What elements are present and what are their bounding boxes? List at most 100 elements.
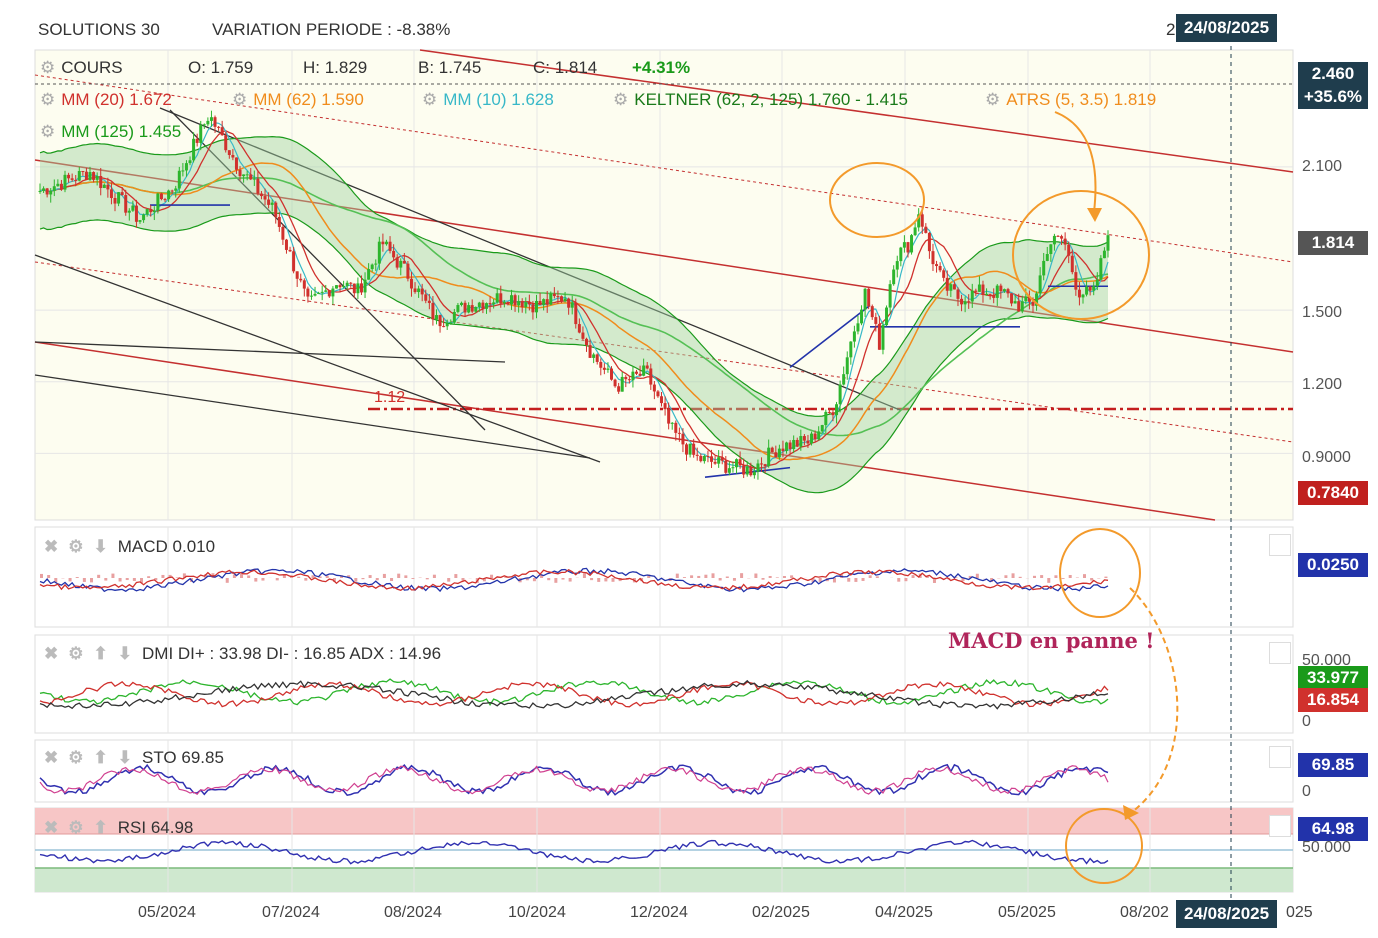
legend-mm62[interactable]: ⚙ MM (62) 1.590 bbox=[232, 90, 364, 110]
dmi-panel bbox=[34, 634, 1294, 734]
legend-cours[interactable]: ⚙ COURS bbox=[40, 58, 123, 78]
gear-icon[interactable]: ⚙ bbox=[40, 58, 56, 77]
candle-body bbox=[284, 239, 288, 250]
candle-body bbox=[317, 292, 321, 294]
candle-body bbox=[288, 249, 292, 252]
macd-histogram-bar bbox=[718, 578, 722, 581]
candle-body bbox=[563, 298, 567, 302]
arrow-down-icon[interactable]: ⬇ bbox=[93, 537, 108, 556]
rsi-line bbox=[39, 839, 1109, 865]
gear-icon[interactable]: ⚙ bbox=[985, 90, 1001, 109]
close-icon[interactable]: ✖ bbox=[44, 818, 59, 837]
macd-histogram-bar bbox=[1061, 578, 1065, 579]
macd-histogram-bar bbox=[375, 578, 379, 581]
annotation-arrow bbox=[1129, 587, 1179, 813]
crosshair-price-tag: 2.460 bbox=[1298, 62, 1368, 86]
candle-body bbox=[881, 325, 885, 350]
legend-atrs[interactable]: ⚙ ATRS (5, 3.5) 1.819 bbox=[985, 90, 1156, 110]
annotation-circle bbox=[1012, 190, 1150, 320]
candle-body bbox=[1049, 244, 1053, 255]
gear-icon[interactable]: ⚙ bbox=[232, 90, 248, 109]
macd-histogram-bar bbox=[554, 578, 558, 583]
macd-histogram-bar bbox=[561, 578, 565, 580]
sto-checkbox[interactable] bbox=[1269, 746, 1291, 768]
candle-body bbox=[481, 302, 485, 309]
macd-histogram-bar bbox=[540, 574, 544, 578]
candle-body bbox=[452, 311, 456, 323]
gear-icon[interactable]: ⚙ bbox=[68, 818, 84, 837]
arrow-up-icon[interactable]: ⬆ bbox=[93, 644, 108, 663]
macd-histogram-bar bbox=[204, 574, 208, 578]
macd-histogram-bar bbox=[397, 573, 401, 578]
candle-body bbox=[384, 241, 388, 245]
macd-histogram-bar bbox=[675, 573, 679, 578]
macd-histogram-bar bbox=[118, 578, 122, 582]
macd-histogram-bar bbox=[740, 573, 744, 578]
candle-body bbox=[1081, 294, 1085, 298]
candle-body bbox=[720, 457, 724, 461]
candle-body bbox=[613, 379, 617, 387]
macd-histogram-bar bbox=[332, 578, 336, 582]
candle-body bbox=[599, 361, 603, 368]
rsi-checkbox[interactable] bbox=[1269, 815, 1291, 837]
candle-body bbox=[724, 460, 728, 473]
gear-icon[interactable]: ⚙ bbox=[40, 90, 56, 109]
legend-keltner[interactable]: ⚙ KELTNER (62, 2, 125) 1.760 - 1.415 bbox=[613, 90, 908, 110]
arrow-down-icon[interactable]: ⬇ bbox=[117, 644, 132, 663]
legend-mm20[interactable]: ⚙ MM (20) 1.672 bbox=[40, 90, 172, 110]
candle-body bbox=[760, 463, 764, 465]
gear-icon[interactable]: ⚙ bbox=[68, 748, 84, 767]
macd-histogram-bar bbox=[461, 578, 465, 581]
candle-body bbox=[824, 411, 828, 426]
macd-checkbox[interactable] bbox=[1269, 534, 1291, 556]
close-icon[interactable]: ✖ bbox=[44, 748, 59, 767]
legend-mm10[interactable]: ⚙ MM (10) 1.628 bbox=[422, 90, 554, 110]
annotation-circle bbox=[829, 162, 925, 238]
legend-mm125-label: MM (125) bbox=[61, 122, 134, 141]
gear-icon[interactable]: ⚙ bbox=[68, 644, 84, 663]
candle-body bbox=[1024, 296, 1028, 302]
adx-line bbox=[39, 679, 1109, 710]
candle-body bbox=[131, 205, 135, 211]
close-icon[interactable]: ✖ bbox=[44, 537, 59, 556]
candle-body bbox=[431, 302, 435, 320]
candle-body bbox=[802, 436, 806, 441]
macd-histogram-bar bbox=[75, 577, 79, 578]
candle-body bbox=[674, 422, 678, 433]
symbol-name: SOLUTIONS 30 bbox=[38, 20, 160, 39]
legend-mm125[interactable]: ⚙ MM (125) 1.455 bbox=[40, 122, 181, 142]
gear-icon[interactable]: ⚙ bbox=[613, 90, 629, 109]
last-price-tag: 1.814 bbox=[1298, 231, 1368, 255]
trend-line bbox=[34, 374, 591, 459]
legend-mm62-value: 1.590 bbox=[321, 90, 364, 109]
arrow-down-icon[interactable]: ⬇ bbox=[117, 748, 132, 767]
gear-icon[interactable]: ⚙ bbox=[40, 122, 56, 141]
close-icon[interactable]: ✖ bbox=[44, 644, 59, 663]
candle-body bbox=[67, 174, 71, 179]
candle-body bbox=[377, 241, 381, 264]
price-panel bbox=[34, 49, 1294, 521]
legend-mm20-value: 1.672 bbox=[129, 90, 172, 109]
macd-histogram-bar bbox=[97, 574, 101, 578]
x-tick: 08/2024 bbox=[384, 904, 442, 921]
candle-body bbox=[402, 260, 406, 264]
candle-body bbox=[856, 323, 860, 332]
candle-body bbox=[956, 289, 960, 299]
gear-icon[interactable]: ⚙ bbox=[422, 90, 438, 109]
candle-body bbox=[427, 300, 431, 303]
sto-value: 69.85 bbox=[181, 748, 224, 767]
dmi-checkbox[interactable] bbox=[1269, 642, 1291, 664]
candle-body bbox=[45, 188, 49, 195]
rsi-axis-50: 50.000 bbox=[1302, 839, 1351, 856]
candle-body bbox=[349, 282, 353, 284]
gear-icon[interactable]: ⚙ bbox=[68, 537, 84, 556]
macd-histogram-bar bbox=[318, 576, 322, 578]
mm125-line bbox=[39, 177, 1109, 437]
arrow-up-icon[interactable]: ⬆ bbox=[93, 818, 108, 837]
candle-body bbox=[995, 285, 999, 298]
candle-body bbox=[234, 157, 238, 170]
legend-open: O: 1.759 bbox=[188, 58, 254, 77]
candle-body bbox=[885, 307, 889, 326]
macd-histogram-bar bbox=[411, 578, 415, 579]
arrow-up-icon[interactable]: ⬆ bbox=[93, 748, 108, 767]
